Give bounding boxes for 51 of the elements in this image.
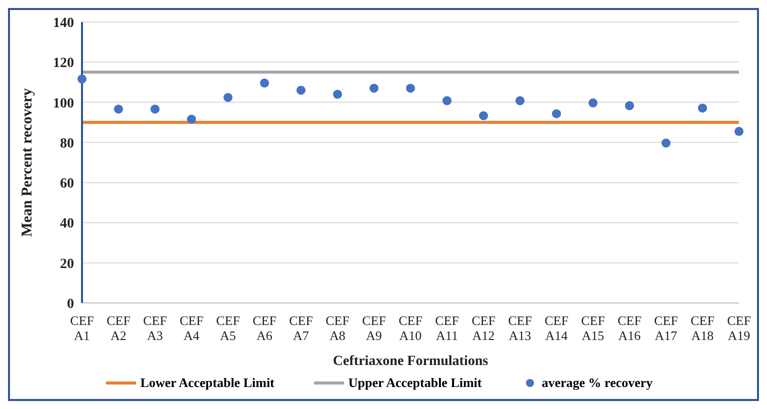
- x-tick-label: CEF A5: [216, 313, 240, 343]
- y-tick-label: 120: [53, 56, 74, 72]
- y-axis-title: Mean Percent recovery: [19, 88, 36, 237]
- point: [698, 104, 708, 113]
- y-tick-label: 100: [53, 96, 74, 112]
- point: [296, 86, 306, 95]
- point: [661, 138, 671, 148]
- y-tick-label: 80: [60, 136, 74, 152]
- legend-label: Upper Acceptable Limit: [347, 375, 482, 391]
- point: [332, 90, 342, 99]
- x-tick-label: CEF A2: [106, 313, 130, 343]
- y-tick-label: 60: [60, 176, 74, 192]
- point: [478, 111, 488, 120]
- point: [114, 104, 124, 114]
- legend-label: Lower Acceptable Limit: [139, 375, 274, 391]
- x-tick-label: CEF A12: [472, 313, 496, 343]
- x-tick-label: CEF A18: [690, 313, 714, 343]
- y-tick-label: 20: [60, 256, 74, 272]
- x-tick-label: CEF A1: [70, 313, 94, 343]
- x-tick-label: CEF A19: [727, 313, 751, 343]
- x-tick-label: CEF A16: [618, 313, 642, 343]
- x-tick-label: CEF A11: [435, 313, 459, 343]
- x-tick-label: CEF A6: [252, 313, 276, 343]
- point: [442, 96, 452, 106]
- x-tick-label: CEF A14: [544, 313, 568, 343]
- x-tick-label: CEF A9: [362, 313, 386, 343]
- point: [588, 98, 598, 108]
- x-tick-label: CEF A8: [326, 313, 350, 343]
- x-tick-label: CEF A15: [581, 313, 605, 343]
- x-tick-label: CEF A13: [508, 313, 532, 343]
- point: [624, 101, 634, 110]
- point: [552, 109, 562, 118]
- y-tick-label: 40: [60, 216, 74, 232]
- x-tick-label: CEF A4: [180, 313, 204, 343]
- x-tick-label: CEF A10: [398, 313, 422, 343]
- x-tick-label: CEF A17: [654, 313, 678, 343]
- y-tick-label: 0: [67, 296, 74, 312]
- point: [734, 126, 744, 136]
- point: [150, 104, 160, 114]
- legend-label: average % recovery: [540, 375, 653, 391]
- x-axis-title: Ceftriaxone Formulations: [332, 354, 489, 369]
- point: [406, 84, 416, 93]
- point: [77, 74, 87, 84]
- x-tick-label: CEF A3: [143, 313, 167, 343]
- point: [369, 84, 379, 93]
- y-tick-label: 140: [53, 16, 74, 31]
- point: [223, 92, 233, 102]
- x-tick-label: CEF A7: [289, 313, 313, 343]
- point: [186, 114, 196, 124]
- point: [260, 78, 270, 88]
- point: [515, 96, 525, 106]
